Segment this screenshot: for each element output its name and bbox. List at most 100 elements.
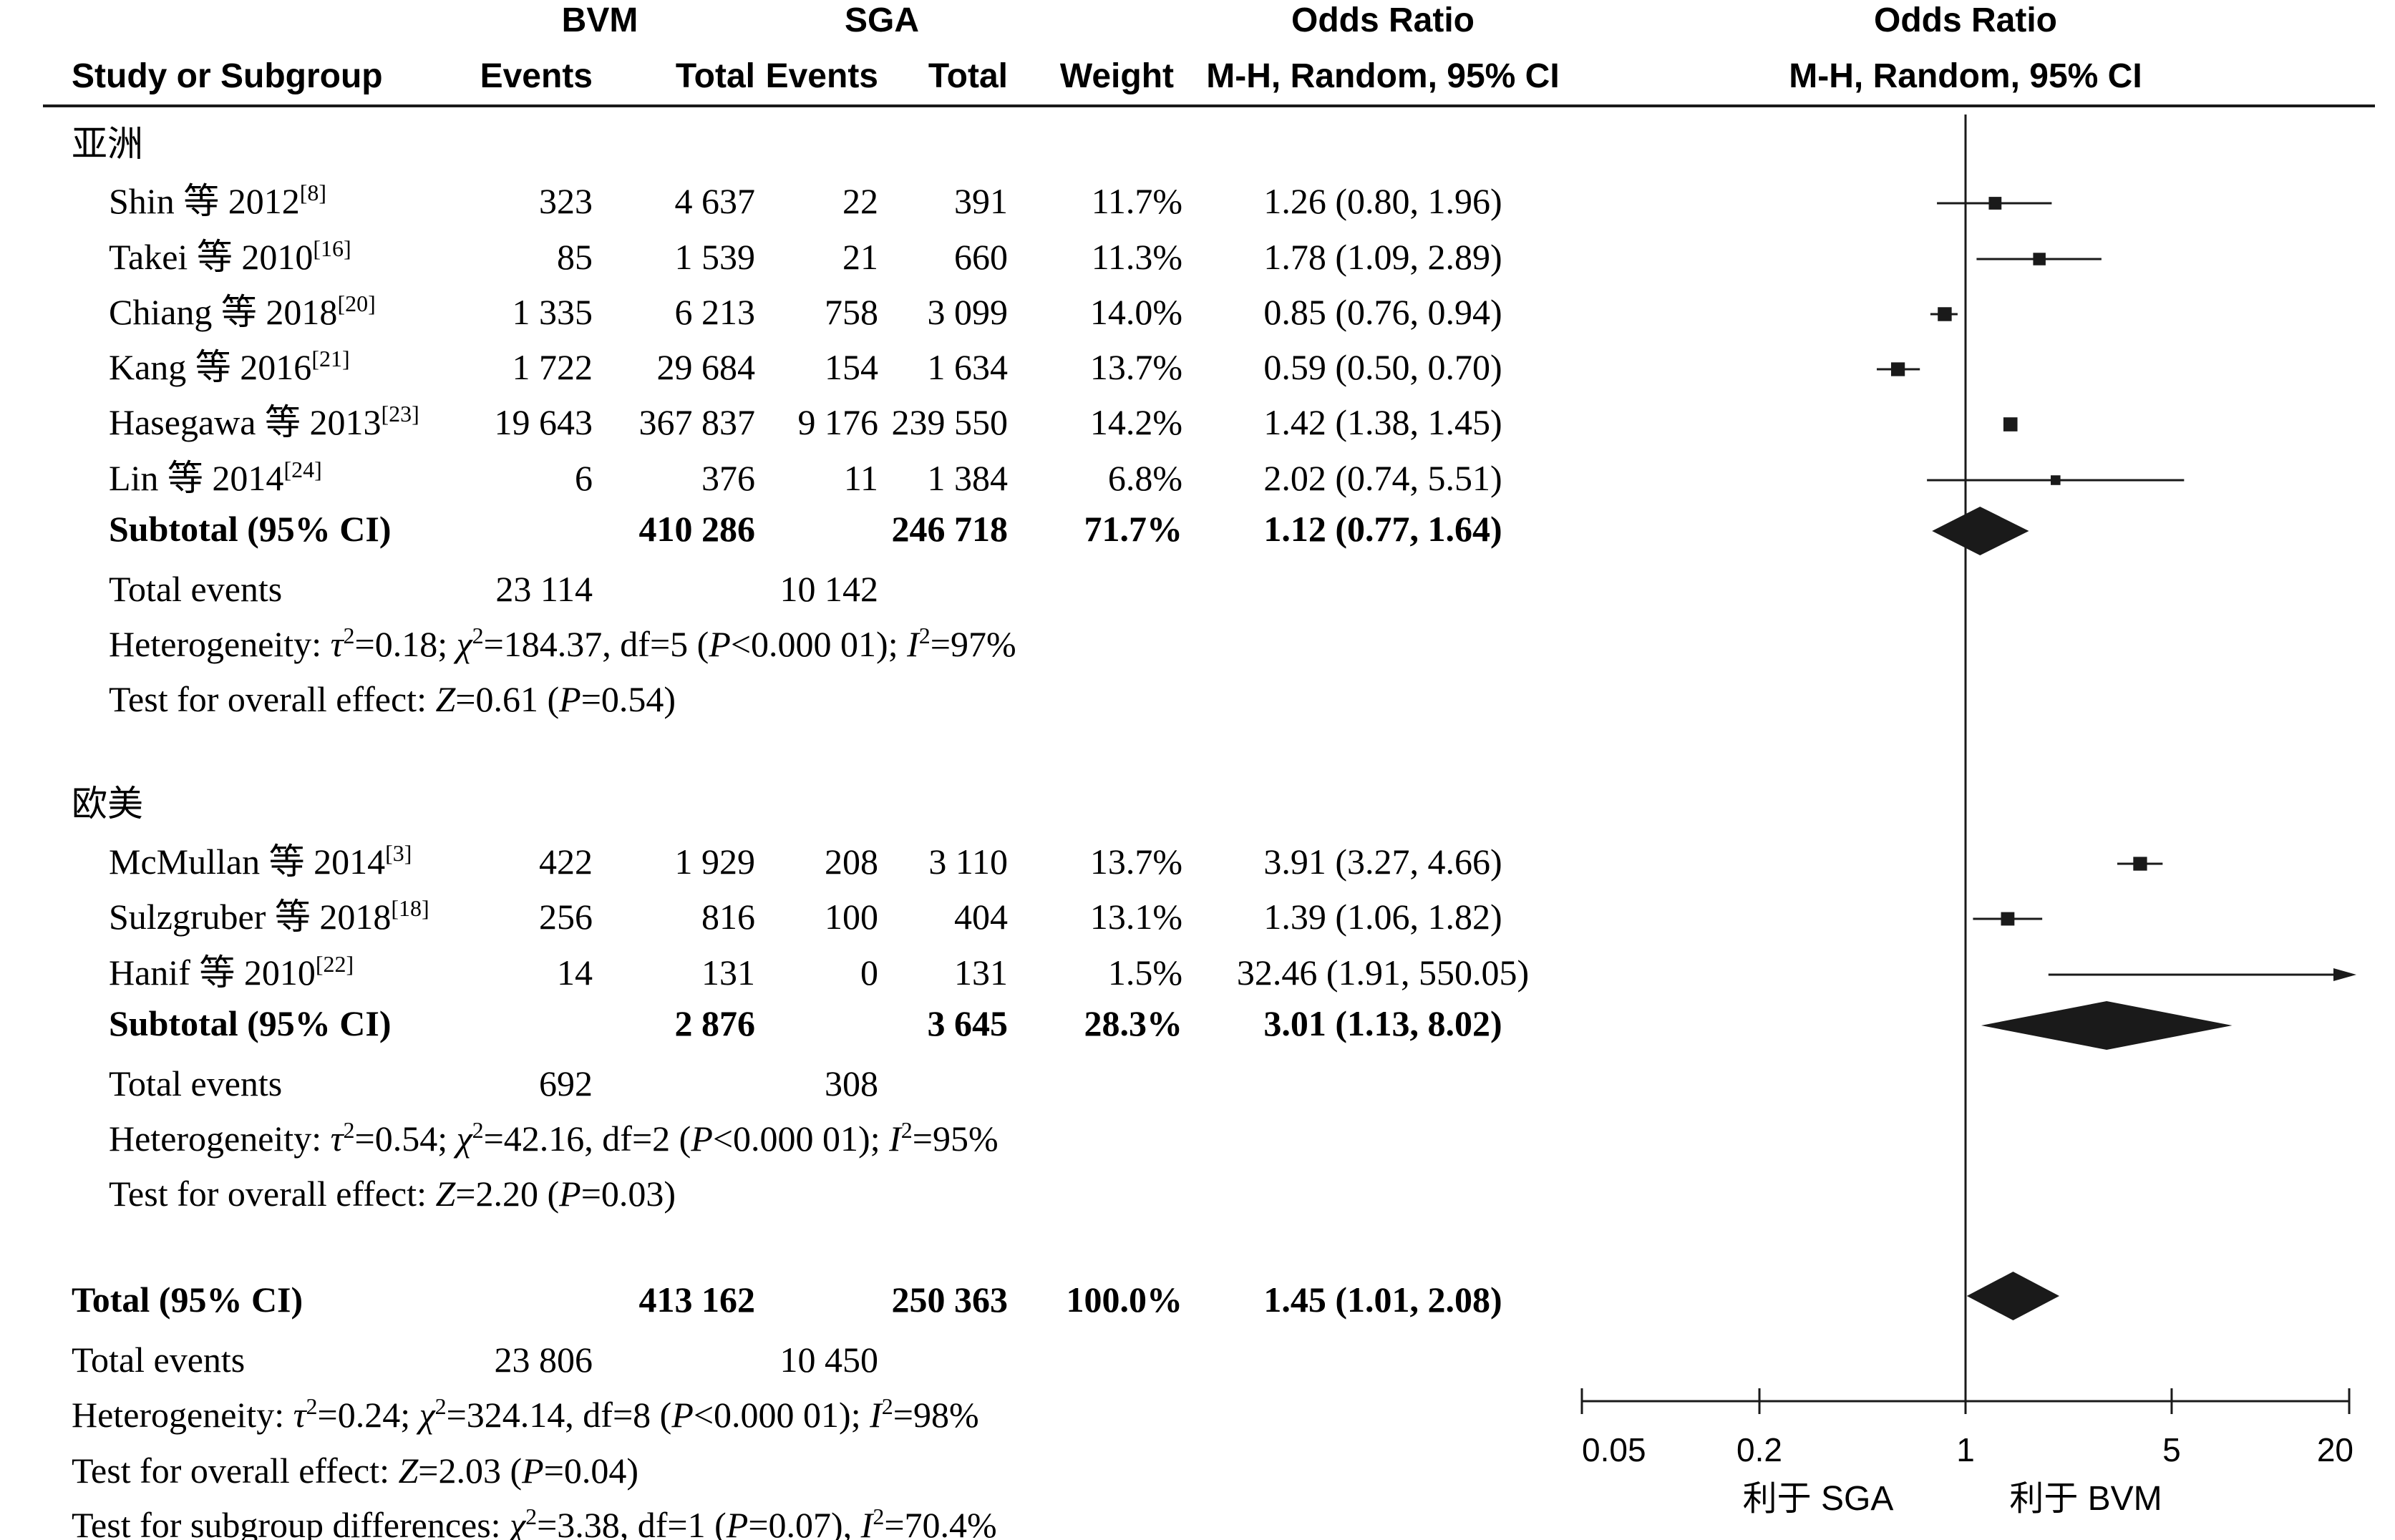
- ci-overflow-arrow: [2333, 968, 2356, 981]
- events1-cell: 1 722: [512, 347, 593, 387]
- odds-ratio-cell: 3.91 (3.27, 4.66): [1263, 842, 1502, 882]
- subtotal-label: Subtotal (95% CI): [109, 1003, 391, 1043]
- events2-header: Events: [766, 57, 878, 95]
- total2-cell: 1 634: [928, 347, 1009, 387]
- tau-symbol: τ: [331, 1119, 345, 1159]
- text-span: Test for overall effect:: [109, 679, 435, 719]
- text-span: =3.38, df=1 (: [537, 1505, 727, 1540]
- p-symbol: P: [521, 1451, 544, 1491]
- subtotal-label: Subtotal (95% CI): [109, 509, 391, 549]
- subgroup-title: 亚洲: [72, 124, 143, 164]
- study-name: Lin 等 2014[24]: [109, 457, 322, 498]
- events2-cell: 21: [842, 237, 878, 277]
- x-tick-label: 1: [1956, 1431, 1975, 1468]
- overall-effect-text: Test for overall effect: Z=2.20 (P=0.03): [109, 1174, 676, 1214]
- total1-cell: 1 539: [675, 237, 756, 277]
- total1-cell: 1 929: [675, 842, 756, 882]
- odds-ratio-cell: 0.59 (0.50, 0.70): [1263, 347, 1502, 387]
- weight-cell: 11.7%: [1092, 181, 1182, 221]
- text-span: Test for overall effect:: [72, 1451, 398, 1491]
- text-span: =2.20 (: [455, 1174, 559, 1214]
- study-reference: [16]: [313, 235, 351, 261]
- point-estimate-marker: [1988, 197, 2002, 210]
- superscript-2: 2: [472, 1117, 484, 1143]
- total-events-label: Total events: [109, 1063, 282, 1103]
- subgroup-title: 欧美: [72, 784, 143, 824]
- study-reference: [21]: [311, 346, 349, 371]
- weight-cell: 13.7%: [1090, 842, 1182, 882]
- events2-cell: 758: [825, 292, 878, 332]
- events2-cell: 22: [842, 181, 878, 221]
- weight-cell: 100.0%: [1067, 1280, 1183, 1320]
- total2-cell: 660: [954, 237, 1008, 277]
- tau-symbol: τ: [331, 624, 345, 664]
- superscript-2: 2: [901, 1117, 913, 1143]
- p-symbol: P: [726, 1505, 749, 1540]
- study-reference: [22]: [316, 951, 354, 977]
- odds-ratio-cell: 1.78 (1.09, 2.89): [1263, 237, 1502, 277]
- point-estimate-marker: [2003, 417, 2018, 432]
- events1-cell: 85: [557, 237, 593, 277]
- total1-cell: 413 162: [639, 1280, 756, 1320]
- weight-cell: 11.3%: [1092, 237, 1182, 277]
- text-span: Test for subgroup differences:: [72, 1505, 510, 1540]
- study-reference: [20]: [337, 291, 375, 316]
- events2-cell: 154: [825, 347, 878, 387]
- text-span: Test for overall effect:: [109, 1174, 435, 1214]
- total2-cell: 239 550: [892, 402, 1009, 442]
- study-label: Hasegawa 等 2013: [109, 402, 381, 442]
- point-estimate-marker: [2001, 912, 2015, 926]
- p-symbol: P: [708, 624, 731, 664]
- weight-cell: 6.8%: [1108, 458, 1182, 498]
- x-tick-label: 0.2: [1736, 1431, 1782, 1468]
- overall-effect-text: Test for overall effect: Z=2.03 (P=0.04): [72, 1451, 638, 1491]
- total1-cell: 4 637: [675, 181, 756, 221]
- total2-cell: 1 384: [928, 458, 1009, 498]
- i-symbol: I: [860, 1505, 875, 1540]
- study-reference: [3]: [385, 840, 412, 866]
- text-span: =184.37, df=5 (: [484, 624, 709, 664]
- z-symbol: Z: [435, 1174, 456, 1214]
- study-label: Chiang 等 2018: [109, 292, 337, 332]
- events2-total: 10 142: [780, 569, 879, 609]
- text-span: <0.000 01);: [731, 624, 907, 664]
- subgroup-difference-text: Test for subgroup differences: χ2=3.38, …: [72, 1504, 997, 1540]
- superscript-2: 2: [882, 1393, 893, 1419]
- favours-right-label: 利于 BVM: [2009, 1480, 2162, 1518]
- text-span: =98%: [893, 1395, 979, 1435]
- plot-column-header: Odds Ratio: [1874, 1, 2057, 39]
- text-span: =0.07),: [748, 1505, 860, 1540]
- i-symbol: I: [869, 1395, 883, 1435]
- events1-total: 23 806: [495, 1340, 593, 1380]
- total1-cell: 367 837: [639, 402, 756, 442]
- odds-ratio-cell: 0.85 (0.76, 0.94): [1263, 292, 1502, 332]
- table-header: BVM SGA Odds Ratio Odds Ratio Study or S…: [43, 1, 2375, 107]
- events1-total: 692: [539, 1063, 593, 1103]
- superscript-2: 2: [435, 1393, 447, 1419]
- p-symbol: P: [671, 1395, 694, 1435]
- superscript-2: 2: [344, 1117, 355, 1143]
- total2-cell: 131: [954, 952, 1008, 993]
- favours-left-label: 利于 SGA: [1743, 1480, 1894, 1518]
- chi-symbol: χ: [454, 624, 474, 664]
- odds-ratio-cell: 1.26 (0.80, 1.96): [1263, 181, 1502, 221]
- events1-cell: 6: [575, 458, 593, 498]
- text-span: =70.4%: [884, 1505, 996, 1540]
- p-symbol: P: [690, 1119, 713, 1159]
- weight-cell: 14.2%: [1090, 402, 1182, 442]
- study-label: Sulzgruber 等 2018: [109, 897, 391, 937]
- total1-cell: 410 286: [639, 509, 756, 549]
- study-label: Lin 等 2014: [109, 458, 283, 498]
- text-span: Heterogeneity:: [72, 1395, 293, 1435]
- weight-cell: 14.0%: [1090, 292, 1182, 332]
- total1-cell: 29 684: [657, 347, 756, 387]
- study-reference: [8]: [300, 180, 326, 205]
- total1-cell: 131: [701, 952, 755, 993]
- weight-cell: 71.7%: [1084, 509, 1183, 549]
- study-name: Chiang 等 2018[20]: [109, 291, 376, 332]
- or-column-header: Odds Ratio: [1291, 1, 1475, 39]
- total1-cell: 376: [701, 458, 755, 498]
- text-span: =95%: [913, 1119, 999, 1159]
- group1-header: BVM: [562, 1, 638, 39]
